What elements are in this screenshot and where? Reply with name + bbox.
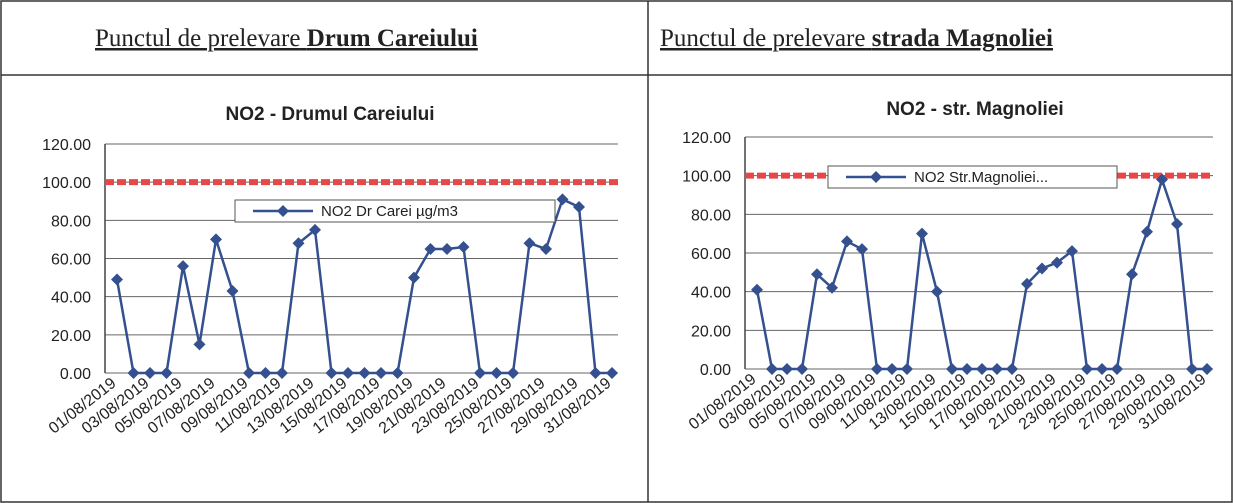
- data-point: [589, 367, 602, 379]
- y-tick-label: 60.00: [691, 246, 731, 263]
- data-point: [556, 193, 569, 206]
- data-point: [1171, 218, 1183, 230]
- data-point: [540, 242, 552, 255]
- data-point: [1201, 363, 1213, 375]
- data-point: [111, 273, 123, 286]
- y-tick-label: 0.00: [60, 366, 91, 383]
- legend-box: [234, 199, 556, 223]
- y-tick-label: 100.00: [682, 169, 731, 186]
- legend-marker: [870, 171, 882, 183]
- y-tick-label: 100.00: [42, 175, 91, 192]
- data-point: [916, 227, 928, 240]
- data-point: [1066, 245, 1078, 258]
- y-tick-label: 80.00: [51, 213, 91, 230]
- data-point: [408, 271, 420, 284]
- data-point: [325, 367, 338, 379]
- data-point: [1111, 363, 1123, 375]
- y-tick-label: 40.00: [691, 285, 731, 302]
- data-point: [210, 233, 222, 246]
- data-point: [991, 363, 1003, 375]
- data-point: [375, 367, 387, 379]
- y-tick-label: 80.00: [691, 207, 731, 224]
- series-line: [115, 197, 612, 375]
- data-point: [490, 367, 503, 379]
- data-point: [391, 367, 404, 379]
- data-point: [523, 237, 536, 250]
- y-tick-label: 120.00: [682, 130, 731, 147]
- data-point: [144, 367, 156, 379]
- data-point: [457, 241, 470, 254]
- y-tick-label: 40.00: [51, 290, 91, 307]
- legend-label: NO2 Str.Magnoliei...: [914, 169, 1048, 186]
- data-point: [931, 285, 943, 298]
- y-tick-label: 60.00: [51, 252, 91, 269]
- data-point: [946, 363, 958, 375]
- data-point: [766, 363, 778, 375]
- data-point: [976, 363, 988, 375]
- data-point: [1156, 173, 1168, 186]
- data-point: [160, 367, 173, 379]
- data-point: [507, 367, 519, 379]
- data-point: [1126, 268, 1138, 281]
- series-line: [755, 175, 1207, 371]
- data-point: [177, 260, 189, 273]
- data-point: [292, 237, 305, 250]
- header-place: strada Magnoliei: [872, 25, 1053, 52]
- chart-title: NO2 - Drumul Careiului: [225, 104, 434, 125]
- data-point: [841, 235, 853, 248]
- data-point: [871, 363, 883, 375]
- data-point: [342, 367, 354, 379]
- data-point: [226, 284, 239, 297]
- data-point: [901, 363, 913, 375]
- data-point: [1096, 363, 1108, 375]
- data-point: [1051, 256, 1063, 269]
- legend-label: NO2 Dr Carei µg/m3: [321, 203, 458, 220]
- data-point: [259, 367, 272, 379]
- data-point: [781, 363, 793, 375]
- data-point: [1036, 262, 1048, 275]
- header-prefix: Punctul de prelevare: [660, 25, 865, 52]
- data-point: [358, 367, 371, 379]
- header: Punctul de prelevare strada Magnoliei: [660, 25, 1053, 52]
- legend-box: [827, 165, 1118, 189]
- data-point: [127, 367, 140, 379]
- data-point: [309, 223, 321, 236]
- data-point: [1141, 225, 1153, 238]
- data-point: [1021, 277, 1033, 290]
- data-point: [474, 367, 486, 379]
- data-point: [1006, 363, 1018, 375]
- data-point: [243, 367, 255, 379]
- header-place: Drum Careiului: [307, 25, 478, 52]
- header: Punctul de prelevare Drum Careiului: [95, 25, 478, 52]
- data-point: [856, 243, 868, 256]
- y-tick-label: 120.00: [42, 137, 91, 154]
- y-tick-label: 0.00: [700, 362, 731, 379]
- data-point: [441, 242, 453, 255]
- data-point: [886, 363, 898, 375]
- data-point: [1081, 363, 1093, 375]
- data-point: [796, 363, 808, 375]
- data-point: [961, 363, 973, 375]
- header-prefix: Punctul de prelevare: [95, 25, 300, 52]
- data-point: [276, 367, 288, 379]
- data-point: [424, 242, 437, 255]
- data-point: [606, 367, 618, 379]
- data-point: [811, 268, 823, 281]
- data-point: [193, 338, 206, 351]
- data-point: [573, 200, 585, 213]
- y-tick-label: 20.00: [51, 328, 91, 345]
- chart-title: NO2 - str. Magnoliei: [886, 99, 1063, 120]
- legend-marker: [277, 205, 289, 217]
- data-point: [751, 283, 763, 296]
- data-point: [1186, 363, 1198, 375]
- y-tick-label: 20.00: [691, 323, 731, 340]
- data-point: [826, 281, 838, 294]
